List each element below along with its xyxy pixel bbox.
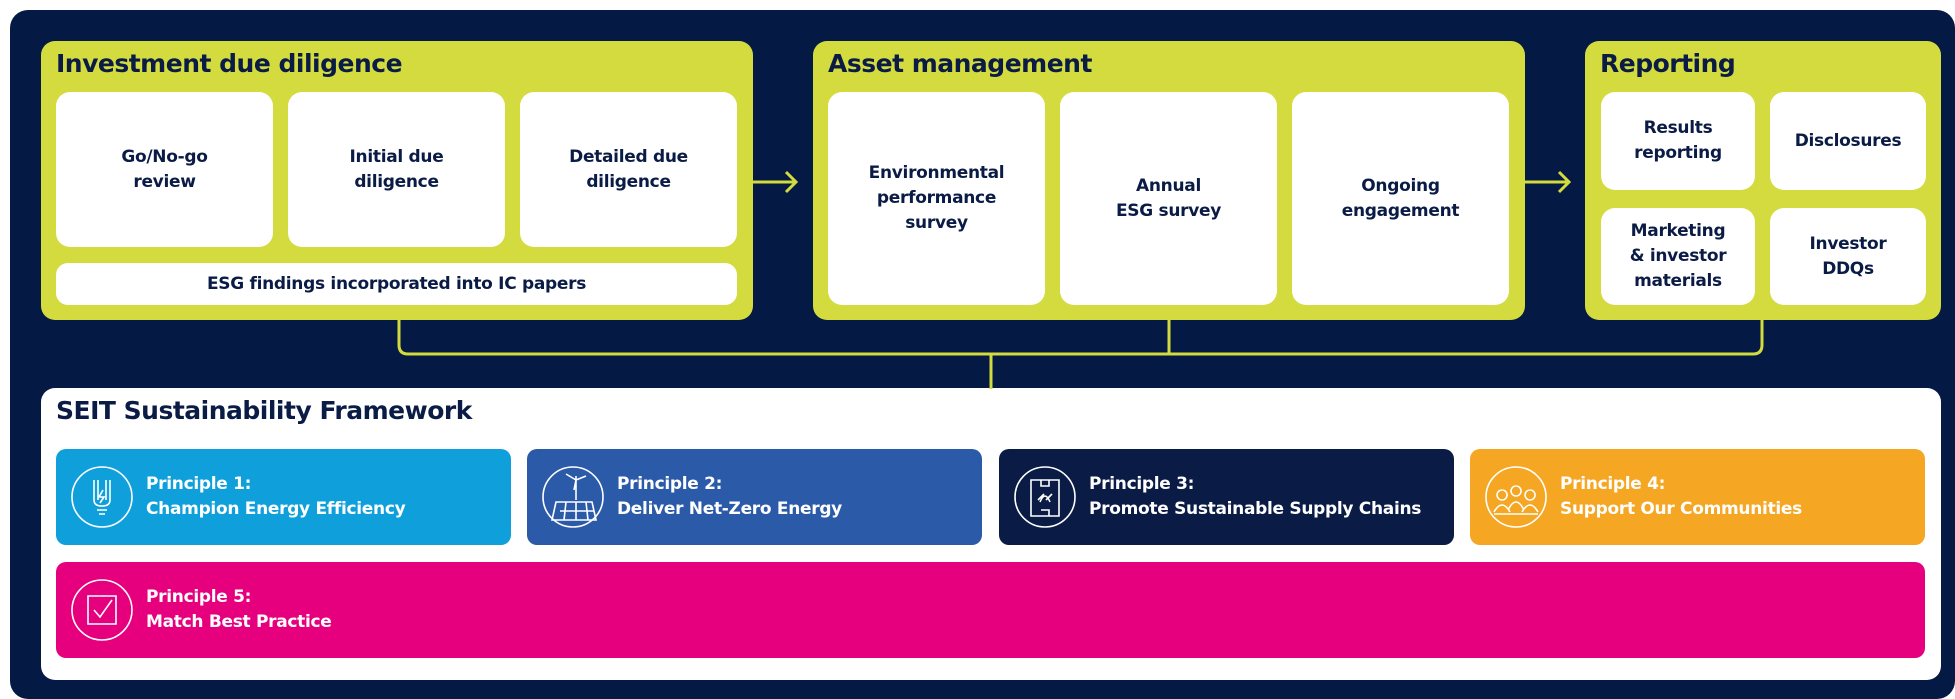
principle-name: Deliver Net-Zero Energy <box>617 499 842 519</box>
principle-card: Principle 3: Promote Sustainable Supply C… <box>999 449 1454 545</box>
card: Detailed due diligence <box>520 92 737 247</box>
principle-name: Support Our Communities <box>1560 499 1802 519</box>
card-text: materials <box>1634 271 1722 291</box>
principle-label: Principle 1: <box>146 474 252 494</box>
card: Investor DDQs <box>1770 208 1926 305</box>
card-text: diligence <box>354 171 439 192</box>
principle-card: Principle 4: Support Our Communities <box>1470 449 1925 545</box>
card-text: Marketing <box>1630 221 1726 241</box>
principle-label: Principle 4: <box>1560 474 1666 494</box>
card-text: Go/No-go <box>121 146 208 167</box>
card-text: Results <box>1643 118 1713 138</box>
principle-name: Match Best Practice <box>146 612 332 632</box>
card-text: DDQs <box>1822 258 1874 279</box>
card: Disclosures <box>1770 92 1926 190</box>
principle-name: Champion Energy Efficiency <box>146 499 406 519</box>
card-text: Annual <box>1136 175 1201 196</box>
card-text: reporting <box>1634 143 1722 163</box>
card: Environmental performance survey <box>828 92 1045 305</box>
panel-title: Asset management <box>828 49 1092 78</box>
principle-card: Principle 2: Deliver Net-Zero Energy <box>527 449 982 545</box>
card-text: ESG survey <box>1115 200 1222 221</box>
panel-title: Investment due diligence <box>56 49 403 78</box>
principle-label: Principle 2: <box>617 474 723 494</box>
card-text: performance <box>876 188 997 208</box>
card: Go/No-go review <box>56 92 273 247</box>
principle-card: Principle 5: Match Best Practice <box>56 562 1925 658</box>
principle-label: Principle 5: <box>146 587 252 607</box>
card-text: Ongoing <box>1361 175 1440 196</box>
card-text: & investor <box>1629 246 1727 266</box>
card: Results reporting <box>1601 92 1755 190</box>
card-text: survey <box>905 213 968 233</box>
card-text: review <box>133 171 196 192</box>
card: Initial due diligence <box>288 92 505 247</box>
card-text: Environmental <box>868 163 1005 183</box>
card-text: Disclosures <box>1794 130 1902 151</box>
card-text: Investor <box>1809 233 1887 254</box>
panel-title: Reporting <box>1600 49 1736 78</box>
principle-card: Principle 1: Champion Energy Efficiency <box>56 449 511 545</box>
card: Marketing & investor materials <box>1601 208 1755 305</box>
card-text: engagement <box>1341 200 1460 221</box>
card-text: Initial due <box>349 146 444 167</box>
card: Annual ESG survey <box>1060 92 1277 305</box>
footer-card: ESG findings incorporated into IC papers <box>56 263 737 305</box>
framework-title: SEIT Sustainability Framework <box>56 396 472 425</box>
card-text: ESG findings incorporated into IC papers <box>206 273 587 294</box>
card-text: diligence <box>586 171 671 192</box>
card-text: Detailed due <box>569 146 688 167</box>
card: Ongoing engagement <box>1292 92 1509 305</box>
principle-name: Promote Sustainable Supply Chains <box>1089 499 1422 519</box>
principle-label: Principle 3: <box>1089 474 1195 494</box>
